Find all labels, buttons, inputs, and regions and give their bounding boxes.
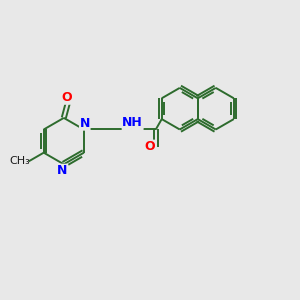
Text: O: O [61, 91, 72, 104]
Text: N: N [80, 117, 90, 130]
Text: N: N [57, 164, 68, 177]
Text: O: O [144, 140, 154, 153]
Text: CH₃: CH₃ [9, 156, 30, 166]
Text: NH: NH [122, 116, 143, 130]
